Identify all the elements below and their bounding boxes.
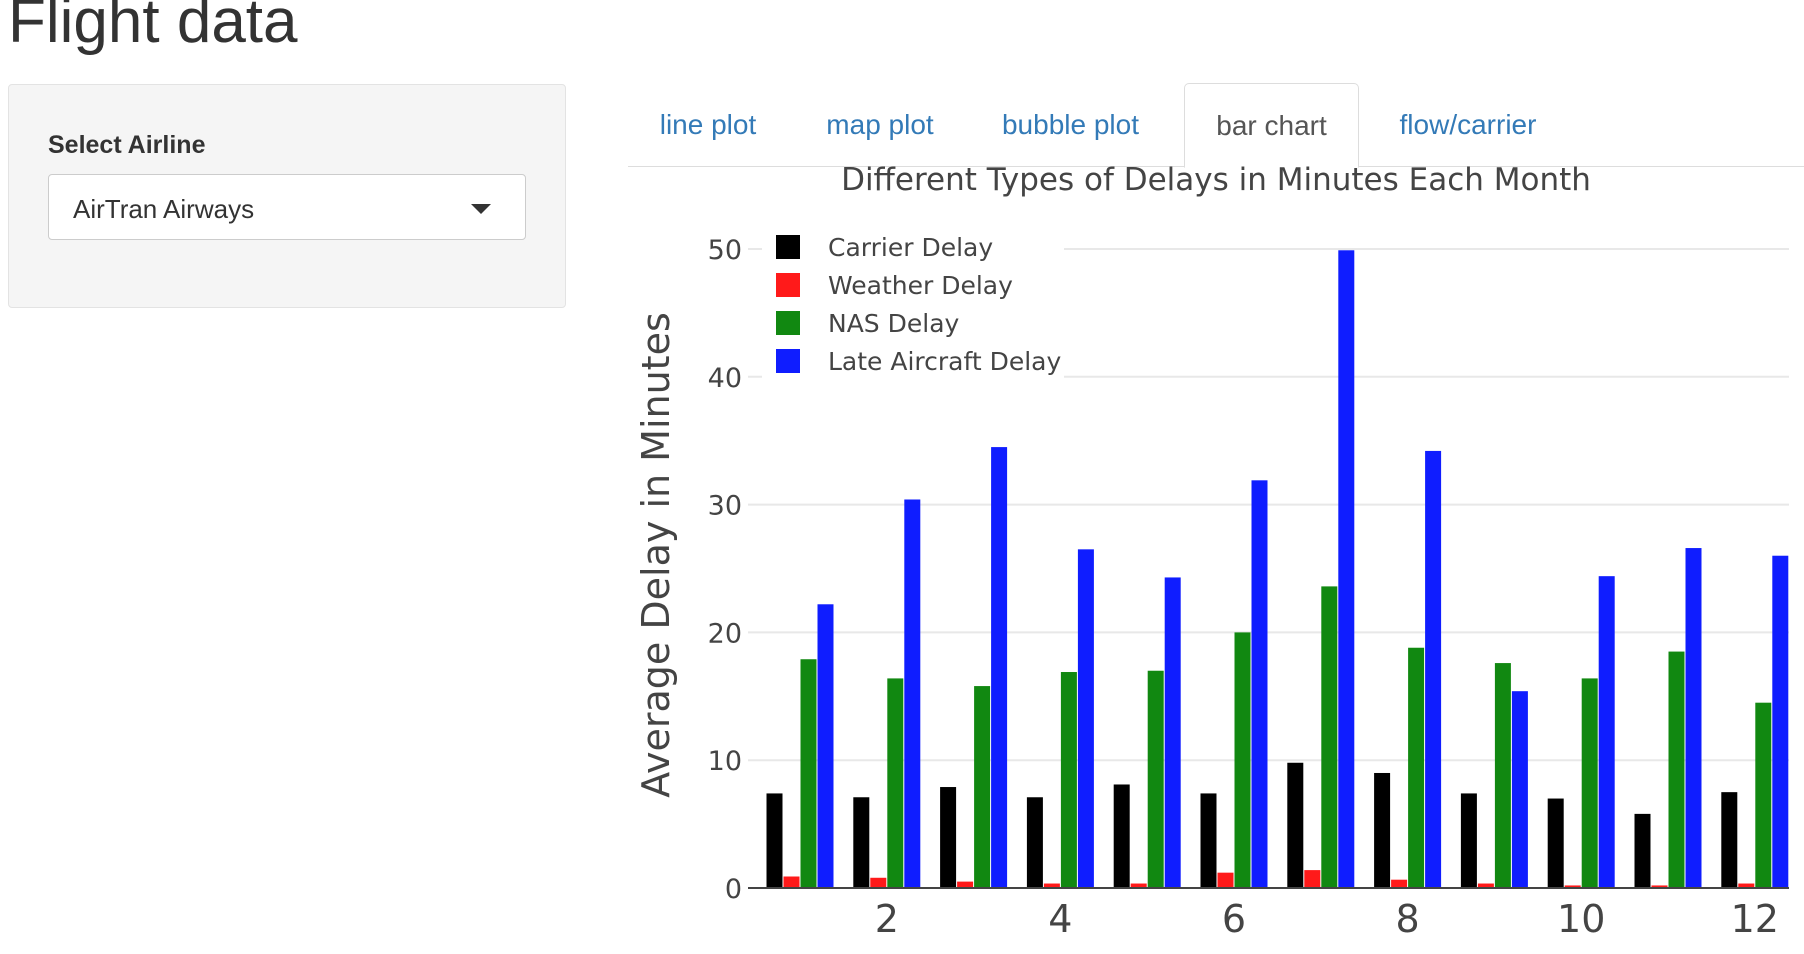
page-title: Flight data (8, 0, 298, 56)
bar-late-aircraft-delay (1598, 576, 1615, 888)
bar-late-aircraft-delay (1251, 480, 1268, 888)
bar-late-aircraft-delay (1338, 250, 1355, 888)
bar-nas-delay (1321, 586, 1338, 888)
bar-carrier-delay (1721, 792, 1738, 888)
bar-weather-delay (957, 881, 974, 888)
chevron-down-icon (471, 204, 491, 214)
x-tick-label: 4 (1048, 897, 1072, 941)
bar-weather-delay (1217, 872, 1234, 888)
bar-weather-delay (1391, 879, 1408, 888)
legend-item-label: Late Aircraft Delay (828, 347, 1062, 376)
bar-carrier-delay (1460, 793, 1477, 888)
bar-nas-delay (974, 686, 991, 888)
bars (766, 250, 1789, 888)
bar-weather-delay (1304, 870, 1321, 888)
bar-carrier-delay (1200, 793, 1217, 888)
legend-swatch (776, 273, 800, 297)
bar-nas-delay (1234, 632, 1251, 888)
tab-flow-carrier[interactable]: flow/carrier (1399, 109, 1537, 140)
y-tick-label: 20 (708, 618, 742, 649)
airline-select-value: AirTran Airways (73, 194, 255, 224)
legend-item-label: NAS Delay (828, 309, 960, 338)
bar-late-aircraft-delay (817, 604, 834, 888)
tab-bubble-plot[interactable]: bubble plot (1001, 109, 1139, 140)
bar-late-aircraft-delay (1685, 548, 1702, 888)
bar-nas-delay (1147, 670, 1164, 888)
tab-bar-chart[interactable]: bar chart (1184, 83, 1359, 168)
bar-carrier-delay (1374, 772, 1391, 888)
bar-weather-delay (1477, 883, 1494, 888)
bar-carrier-delay (1547, 798, 1564, 888)
bar-weather-delay (1738, 883, 1755, 888)
x-tick-label: 2 (875, 897, 899, 941)
bar-late-aircraft-delay (1772, 555, 1789, 888)
tab-map-plot[interactable]: map plot (826, 109, 934, 140)
legend-item-label: Weather Delay (828, 271, 1013, 300)
bar-carrier-delay (1287, 762, 1304, 888)
axes: 0 10 20 30 40 50 2 4 6 8 10 12 (708, 235, 1789, 941)
tab-bar: line plot map plot bubble plot bar chart… (628, 83, 1804, 168)
legend-swatch (776, 235, 800, 259)
bar-nas-delay (1755, 702, 1772, 888)
bar-late-aircraft-delay (1511, 691, 1528, 888)
bar-carrier-delay (853, 797, 870, 888)
y-tick-label: 40 (708, 363, 742, 394)
bar-late-aircraft-delay (991, 447, 1008, 888)
bar-carrier-delay (940, 787, 957, 888)
bar-carrier-delay (1026, 797, 1043, 888)
bar-nas-delay (1668, 651, 1685, 888)
x-tick-label: 10 (1557, 897, 1605, 941)
bar-weather-delay (1130, 883, 1147, 888)
legend-swatch (776, 349, 800, 373)
x-tick-label: 12 (1731, 897, 1779, 941)
legend-background (762, 226, 1064, 384)
bar-late-aircraft-delay (1425, 450, 1442, 888)
y-axis-label: Average Delay in Minutes (634, 312, 678, 797)
tab-line-plot[interactable]: line plot (659, 109, 757, 140)
bar-nas-delay (1060, 672, 1077, 888)
legend-item-label: Carrier Delay (828, 233, 993, 262)
bar-nas-delay (887, 678, 904, 888)
y-tick-label: 50 (708, 235, 742, 266)
bar-late-aircraft-delay (904, 499, 921, 888)
airline-select-label: Select Airline (48, 131, 206, 159)
bar-weather-delay (783, 876, 800, 888)
bar-weather-delay (1564, 885, 1581, 888)
bar-weather-delay (870, 877, 887, 888)
chart-title: Different Types of Delays in Minutes Eac… (841, 162, 1591, 198)
bar-carrier-delay (1634, 813, 1651, 888)
x-tick-label: 8 (1396, 897, 1420, 941)
bar-nas-delay (800, 659, 817, 888)
sidebar-panel: Select Airline AirTran Airways (8, 84, 566, 308)
bar-weather-delay (1651, 885, 1668, 888)
bar-nas-delay (1494, 663, 1511, 888)
legend-swatch (776, 311, 800, 335)
bar-carrier-delay (1113, 784, 1130, 888)
bar-nas-delay (1408, 647, 1425, 888)
y-tick-label: 30 (708, 491, 742, 522)
y-tick-label: 0 (725, 874, 742, 905)
bar-nas-delay (1581, 678, 1598, 888)
bar-late-aircraft-delay (1164, 577, 1181, 888)
airline-select[interactable]: AirTran Airways (48, 174, 526, 240)
x-tick-label: 6 (1222, 897, 1246, 941)
y-tick-label: 10 (708, 746, 742, 777)
legend: Carrier Delay Weather Delay NAS Delay Late … (762, 226, 1064, 384)
bar-carrier-delay (766, 793, 783, 888)
bar-weather-delay (1043, 883, 1060, 888)
bar-late-aircraft-delay (1077, 549, 1094, 888)
